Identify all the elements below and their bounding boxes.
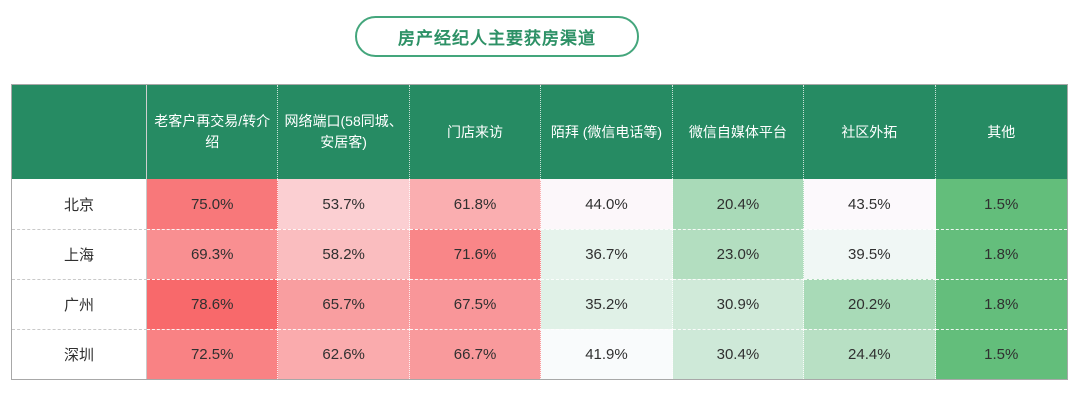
table-row: 深圳 72.5% 62.6% 66.7% 41.9% 30.4% 24.4% 1.5% <box>12 329 1067 379</box>
table-header: 老客户再交易/转介绍 网络端口(58同城、安居客) 门店来访 陌拜 (微信电话等) 微信… <box>12 85 1067 179</box>
value-cell: 53.7% <box>278 179 410 229</box>
value-cell: 75.0% <box>147 179 279 229</box>
chart-title-pill: 房产经纪人主要获房渠道 <box>355 16 639 57</box>
value-cell: 1.5% <box>935 179 1067 229</box>
value-cell: 1.8% <box>935 229 1067 279</box>
column-header-3: 陌拜 (微信电话等) <box>541 85 673 179</box>
value-cell: 35.2% <box>541 279 673 329</box>
value-cell: 58.2% <box>278 229 410 279</box>
column-header-1: 网络端口(58同城、安居客) <box>278 85 410 179</box>
value-cell: 61.8% <box>409 179 542 229</box>
value-cell: 67.5% <box>409 279 542 329</box>
acquisition-channel-table: 老客户再交易/转介绍 网络端口(58同城、安居客) 门店来访 陌拜 (微信电话等) 微信… <box>11 84 1068 380</box>
column-header-0: 老客户再交易/转介绍 <box>147 85 279 179</box>
row-label: 广州 <box>12 279 147 329</box>
chart-title: 房产经纪人主要获房渠道 <box>398 29 596 48</box>
value-cell: 41.9% <box>541 329 673 379</box>
header-row: 老客户再交易/转介绍 网络端口(58同城、安居客) 门店来访 陌拜 (微信电话等) 微信… <box>12 85 1067 179</box>
value-cell: 20.4% <box>672 179 805 229</box>
row-label: 深圳 <box>12 329 147 379</box>
table-row: 北京 75.0% 53.7% 61.8% 44.0% 20.4% 43.5% 1.5% <box>12 179 1067 229</box>
value-cell: 39.5% <box>804 229 936 279</box>
value-cell: 62.6% <box>278 329 410 379</box>
value-cell: 30.9% <box>672 279 805 329</box>
table-body: 北京 75.0% 53.7% 61.8% 44.0% 20.4% 43.5% 1.5% 上海 69… <box>12 179 1067 379</box>
column-header-5: 社区外拓 <box>804 85 936 179</box>
value-cell: 30.4% <box>672 329 805 379</box>
value-cell: 24.4% <box>804 329 936 379</box>
value-cell: 66.7% <box>409 329 542 379</box>
value-cell: 36.7% <box>541 229 673 279</box>
value-cell: 69.3% <box>147 229 279 279</box>
value-cell: 23.0% <box>672 229 805 279</box>
table-row: 广州 78.6% 65.7% 67.5% 35.2% 30.9% 20.2% 1.8% <box>12 279 1067 329</box>
value-cell: 78.6% <box>147 279 279 329</box>
value-cell: 1.8% <box>935 279 1067 329</box>
value-cell: 44.0% <box>541 179 673 229</box>
value-cell: 65.7% <box>278 279 410 329</box>
table-row: 上海 69.3% 58.2% 71.6% 36.7% 23.0% 39.5% 1.8% <box>12 229 1067 279</box>
row-label: 上海 <box>12 229 147 279</box>
corner-cell <box>12 85 147 179</box>
value-cell: 1.5% <box>935 329 1067 379</box>
value-cell: 72.5% <box>147 329 279 379</box>
value-cell: 43.5% <box>804 179 936 229</box>
value-cell: 71.6% <box>409 229 542 279</box>
row-label: 北京 <box>12 179 147 229</box>
column-header-2: 门店来访 <box>409 85 542 179</box>
column-header-6: 其他 <box>935 85 1067 179</box>
column-header-4: 微信自媒体平台 <box>672 85 805 179</box>
value-cell: 20.2% <box>804 279 936 329</box>
